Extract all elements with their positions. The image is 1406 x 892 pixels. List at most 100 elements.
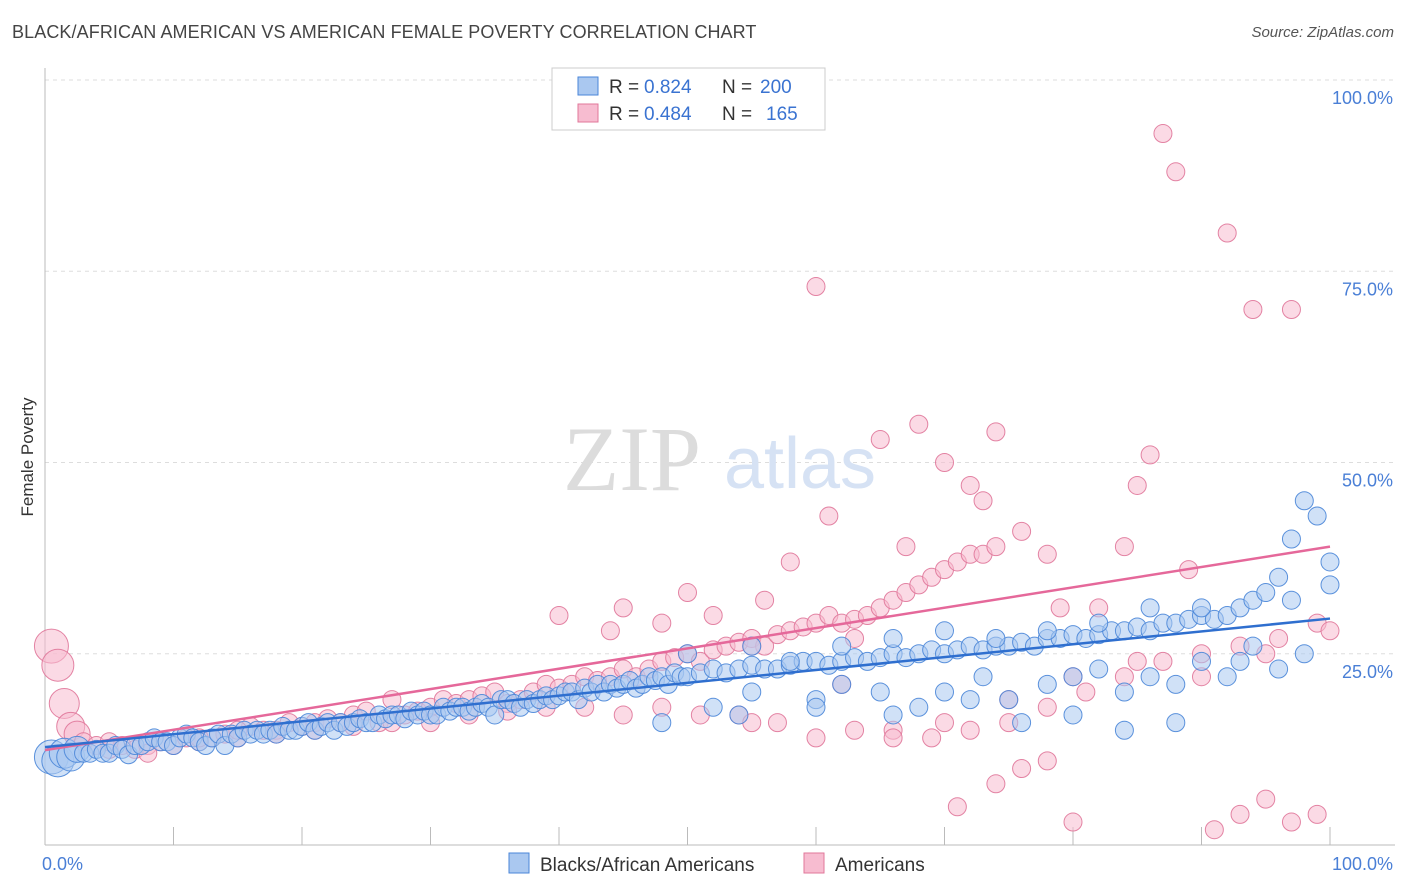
blacks-point: [1063, 667, 1083, 687]
americans-point: [41, 648, 75, 682]
americans-point: [1037, 544, 1057, 564]
blacks-point: [1114, 682, 1134, 702]
blacks-point: [832, 674, 852, 694]
blacks-point: [1140, 667, 1160, 687]
blacks-point: [1166, 713, 1186, 733]
blacks-point: [1037, 621, 1057, 641]
blacks-point: [986, 628, 1006, 648]
americans-point: [1243, 300, 1263, 319]
americans-point: [613, 598, 633, 618]
americans-point: [986, 537, 1006, 557]
americans-point: [703, 606, 723, 625]
americans-point: [1281, 300, 1301, 319]
americans-point: [1076, 682, 1096, 702]
americans-point: [1012, 759, 1032, 778]
americans-point: [1114, 537, 1134, 557]
bottom-legend-pink-label: Americans: [835, 855, 925, 876]
blacks-point: [1294, 491, 1314, 511]
legend-r-label-1: R =: [609, 77, 639, 98]
blacks-point: [1089, 613, 1109, 633]
americans-point: [767, 713, 787, 733]
americans-point: [1204, 820, 1224, 840]
legend-r-value-1: 0.824: [644, 77, 692, 98]
blacks-point: [1166, 674, 1186, 694]
x-tick-label: 0.0%: [42, 854, 83, 874]
legend-pink-swatch: [577, 103, 599, 123]
blacks-point: [1114, 720, 1134, 740]
americans-point: [1127, 475, 1147, 495]
americans-point: [960, 475, 980, 495]
blacks-point: [1192, 651, 1211, 671]
blacks-point: [1269, 567, 1289, 587]
blacks-point: [703, 697, 723, 717]
blacks-point: [806, 697, 826, 717]
y-tick-label: 25.0%: [1342, 662, 1393, 682]
americans-point: [896, 537, 916, 557]
americans-point: [600, 621, 620, 641]
blacks-point: [935, 621, 954, 641]
americans-point: [1140, 445, 1160, 465]
blacks-point: [883, 705, 903, 725]
americans-point: [986, 774, 1006, 794]
blacks-point: [1320, 552, 1340, 572]
blacks-point: [1256, 583, 1276, 603]
americans-point: [1012, 521, 1032, 541]
source-label: Source: ZipAtlas.com: [1251, 24, 1394, 41]
americans-point: [1166, 162, 1186, 182]
blacks-point: [1230, 651, 1250, 671]
americans-point: [845, 720, 865, 740]
legend-blue-swatch: [577, 76, 599, 96]
americans-point: [1050, 598, 1070, 618]
americans-point: [1153, 651, 1173, 671]
americans-point: [973, 491, 993, 511]
blacks-point: [1281, 590, 1301, 610]
americans-point: [986, 422, 1006, 442]
americans-point: [1230, 804, 1250, 824]
americans-point: [1307, 804, 1327, 824]
americans-point: [1063, 812, 1083, 832]
watermark-zip: ZIP: [563, 408, 701, 510]
blacks-point: [1037, 674, 1057, 694]
blacks-point: [1243, 636, 1263, 656]
americans-point: [806, 728, 826, 748]
americans-point: [1217, 223, 1237, 243]
americans-point: [922, 728, 942, 748]
legend-n-value-2: 165: [766, 104, 798, 125]
americans-point: [935, 713, 954, 733]
blacks-point: [1012, 713, 1032, 733]
blacks-point: [1294, 644, 1314, 664]
axes: [44, 68, 1395, 846]
blacks-point: [832, 636, 852, 656]
americans-point: [1256, 789, 1276, 809]
legend-n-value-1: 200: [760, 77, 792, 98]
x-tick-label: 100.0%: [1332, 854, 1393, 874]
trend-lines: [44, 545, 1331, 752]
legend-n-label-2: N =: [722, 104, 752, 125]
blacks-point: [1089, 659, 1109, 679]
blacks-point: [1320, 575, 1340, 595]
americans-point: [678, 583, 697, 603]
blacks-points: [33, 491, 1340, 778]
americans-point: [1037, 751, 1057, 771]
blacks-trend-line: [44, 617, 1331, 749]
americans-point: [1153, 124, 1173, 144]
americans-point: [960, 720, 980, 740]
blacks-point: [999, 690, 1019, 710]
americans-point: [1320, 621, 1340, 641]
chart-title: BLACK/AFRICAN AMERICAN VS AMERICAN FEMAL…: [12, 22, 757, 42]
y-tick-label: 75.0%: [1342, 279, 1393, 299]
blacks-point: [1281, 529, 1301, 549]
bottom-legend-pink-swatch: [803, 852, 825, 874]
americans-point: [935, 453, 954, 472]
blacks-point: [780, 651, 800, 671]
blacks-point: [909, 697, 929, 717]
blacks-point: [1140, 598, 1160, 618]
legend-r-label-2: R =: [609, 104, 639, 125]
blacks-point: [729, 705, 749, 725]
blacks-point: [973, 667, 993, 687]
americans-point: [549, 606, 569, 625]
blacks-point: [883, 628, 903, 648]
blacks-point: [742, 682, 762, 702]
americans-point: [1127, 651, 1147, 671]
